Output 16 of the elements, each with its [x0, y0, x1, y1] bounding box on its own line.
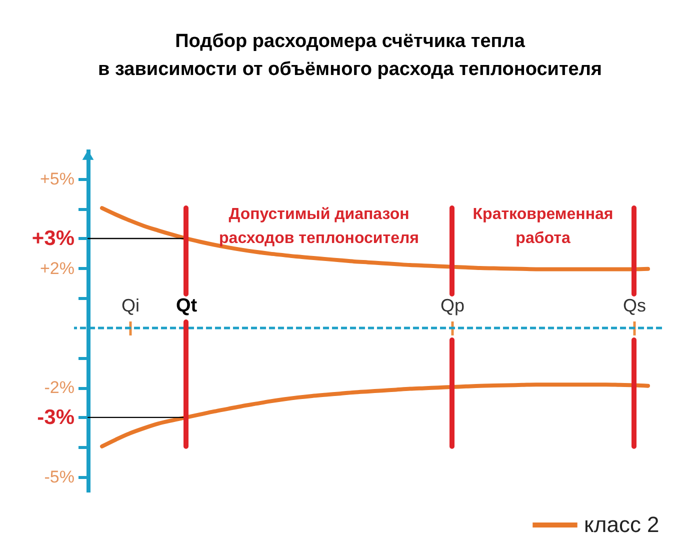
x-tick-label: Qt	[176, 295, 198, 316]
line-series	[100, 206, 650, 272]
chart-title: Подбор расходомера счётчика тепла в зависимости от объёмного расхода теплоносителя	[98, 31, 602, 80]
y-tick-label: -2%	[44, 378, 74, 398]
y-tick-label: -3%	[37, 406, 75, 429]
line-series	[100, 382, 650, 448]
y-tick-label: -5%	[44, 468, 74, 487]
y-tick-label: +2%	[40, 258, 74, 278]
y-tick-label: +3%	[32, 226, 75, 250]
legend-label: класс 2	[584, 512, 660, 537]
annotation: Кратковременная работа	[472, 206, 614, 248]
x-tick-label: Qs	[622, 295, 646, 316]
y-tick-label: +5%	[40, 169, 74, 188]
annotation: Допустимый диапазон расходов теплоносителя	[219, 206, 419, 248]
x-tick-label: Qp	[440, 295, 465, 316]
x-tick-label: Qi	[122, 295, 140, 316]
